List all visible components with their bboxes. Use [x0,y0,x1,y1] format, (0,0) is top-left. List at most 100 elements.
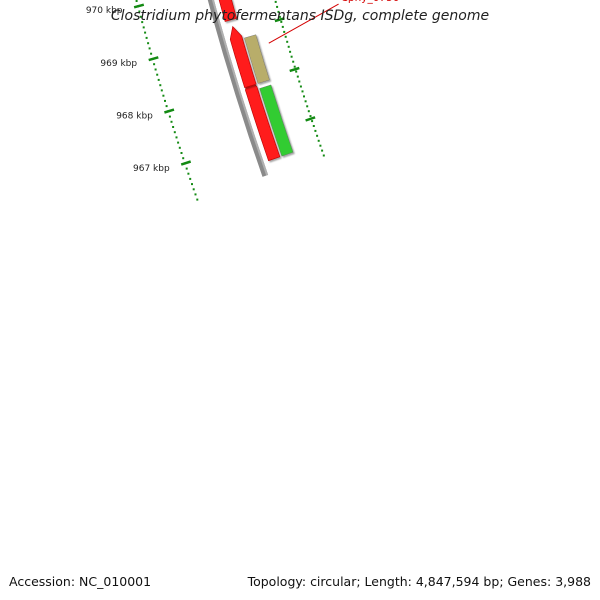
ruler-dot [139,15,142,18]
outer-ruler-dot [280,20,283,23]
outer-ruler-dot [292,60,295,63]
outer-ruler-dot [322,154,325,157]
outer-ruler-dot [277,10,280,13]
ruler-tick [164,108,175,114]
ruler-dot [191,183,193,186]
topology-label: Topology: [247,574,307,589]
ruler-dot [147,42,150,45]
outer-ruler-dot [307,110,310,113]
gene-features [218,0,294,162]
ruler-dot [175,136,178,139]
ruler-dot [173,131,176,134]
ruler-dot [157,78,160,81]
outer-ruler-dot [283,30,286,33]
ruler-dot [192,188,195,191]
feature-block [259,84,294,157]
ruler-tick-label: 969 kbp [100,59,137,69]
length-label: Length: [364,574,412,589]
outer-ruler-dot [276,5,279,8]
ruler-dot [177,141,180,144]
ruler-dot [142,26,145,29]
map-title: Clostridium phytofermentans ISDg, comple… [110,8,490,24]
gene-label-leader [268,3,339,44]
outer-ruler-tick [274,17,285,23]
ruler-dot [141,21,144,24]
ruler-dot [148,47,151,50]
outer-ruler-dot [314,129,317,132]
outer-ruler-dot [309,115,312,118]
genome-summary: Topology: circular; Length: 4,847,594 bp… [247,574,591,589]
cds-arrow [218,0,237,22]
ruler-dot [154,68,157,71]
outer-ruler-tick [289,66,300,73]
accession-label: Accession: [9,574,76,589]
outer-ruler-tick [305,116,316,122]
outer-ruler-dot [319,144,322,147]
backbone-highlight [211,0,269,176]
ruler-tick [133,3,145,9]
ruler-dot [196,198,199,201]
ruler-dot [187,172,190,175]
gene-label: Cphy_0750 [341,0,400,4]
outer-ruler-dot [281,25,284,28]
outer-ruler-dot [298,80,301,83]
ruler-dot [165,105,168,108]
outer-ruler-dot [317,139,320,142]
ruler-dot [150,52,153,55]
ruler-dot [153,63,156,66]
cds-arrow [229,25,257,88]
ruler-dot [172,126,175,128]
outer-ruler-dot [316,134,319,137]
outer-ruler-dot [296,75,299,78]
ruler-dot [178,146,181,149]
outer-ruler-dot [311,120,314,123]
outer-ruler-dot [286,40,289,43]
ruler-dot [168,115,171,118]
outer-ruler-dot [312,125,315,127]
outer-ruler-dot [295,70,298,73]
ruler-dot [138,10,141,13]
outer-ruler-dot [289,50,292,53]
outer-ruler-dot [299,85,302,88]
ruler-tick-label: 967 kbp [133,164,170,174]
outer-ruler-dot [301,90,304,93]
ruler-dot [160,89,163,92]
ruler-dot [189,177,192,180]
accession-value: NC_010001 [79,574,152,589]
outer-ruler-dot [287,45,290,48]
ruler-dot [164,99,166,102]
ruler-dot [144,31,147,34]
accession-info: Accession: NC_010001 [9,574,151,589]
genes-value: 3,988 [555,574,591,589]
ruler-dot [185,167,188,170]
gene-labels: Cphy_0750Cphy_0751deoDCphy_0753Cphy_0754… [268,0,400,44]
ruler-dot [170,120,173,123]
feature-block [244,34,270,84]
ruler-dot [182,157,185,160]
ruler-dot [156,73,159,76]
outer-ruler-dot [278,15,281,18]
outer-ruler-dot [274,0,277,3]
ruler-dot [159,84,162,87]
genome-backbone [207,0,269,177]
ruler-dot [145,36,148,39]
outer-ruler-dot [284,35,287,38]
outer-ruler-dot [293,65,296,68]
ruler-dot [162,94,165,97]
genes-label: Genes: [507,574,552,589]
length-value: 4,847,594 bp [415,574,500,589]
ruler-dot [194,193,197,196]
outer-ruler-dot [304,100,307,103]
ruler-tick-label: 968 kbp [116,112,153,122]
outer-ruler-dot [306,105,309,108]
ruler-tick [148,56,159,62]
outer-ruler-dot [290,55,293,58]
ruler-dot [135,0,138,2]
outer-ruler-dot [321,149,324,152]
ruler-tick-label: 970 kbp [86,6,123,16]
ruler-dot [180,152,183,154]
ruler-tick [180,160,192,166]
topology-value: circular [310,574,357,589]
